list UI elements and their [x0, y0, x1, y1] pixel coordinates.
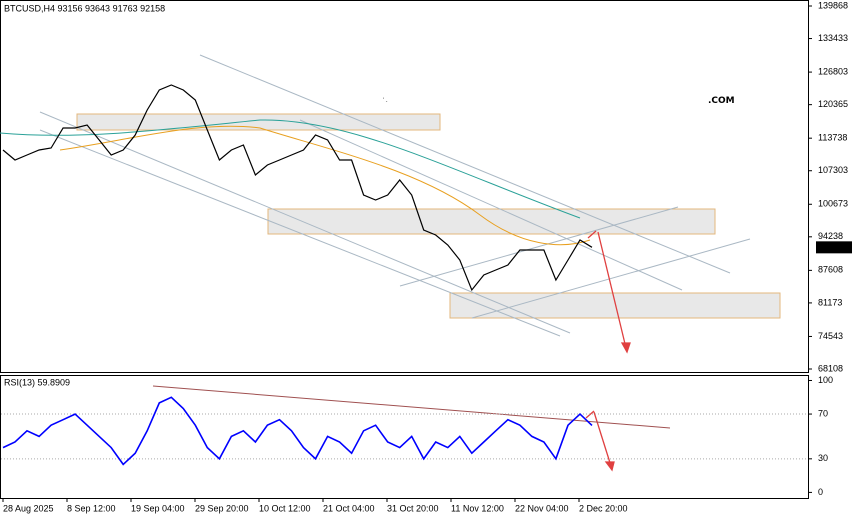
x-tick-label: 22 Nov 04:00	[515, 503, 569, 513]
x-tick-label: 19 Sep 04:00	[131, 503, 185, 513]
x-tick-label: 11 Nov 12:00	[451, 503, 504, 513]
symbol-header: BTCUSD,H4 93156 93643 91763 92158	[4, 3, 165, 13]
y-tick-label: 74543	[818, 331, 843, 341]
zone	[449, 292, 781, 319]
logo-part: BEL	[276, 96, 295, 106]
logo-part: INVESTOR	[378, 96, 429, 106]
arrow-head	[620, 342, 631, 354]
indicator-title: RSI(13) 59.8909	[4, 377, 70, 387]
moving-average	[59, 125, 591, 246]
y-tick-label: 0	[818, 487, 823, 497]
y-tick-label: 87608	[818, 265, 843, 275]
y-tick-label: 126803	[818, 66, 848, 76]
arrow-head	[604, 461, 615, 472]
y-tick-label: 139868	[818, 0, 848, 10]
x-tick-label: 31 Oct 20:00	[387, 503, 439, 513]
trend-line	[399, 206, 679, 287]
y-tick-label: 120365	[818, 99, 848, 109]
y-tick-label: 30	[818, 453, 828, 463]
x-tick-label: 10 Oct 12:00	[259, 503, 311, 513]
zones	[76, 113, 781, 319]
trend-line	[299, 119, 683, 291]
trend-line	[39, 111, 571, 334]
arrow	[587, 230, 597, 239]
rsi-trend-line	[152, 385, 671, 429]
y-tick-label: 81173	[818, 297, 842, 307]
y-tick-label: 100	[818, 375, 833, 385]
x-tick-label: 28 Aug 2025	[3, 503, 54, 513]
last-price-label: 92158	[818, 242, 843, 252]
x-tick-label: 21 Oct 04:00	[323, 503, 375, 513]
y-tick-label: 94238	[818, 231, 843, 241]
zone	[76, 113, 441, 131]
price-line	[2, 84, 593, 292]
x-tick-label: 29 Sep 20:00	[195, 503, 249, 513]
trend-line	[471, 238, 751, 319]
price-line	[2, 396, 593, 466]
logo-part: .COM	[708, 96, 735, 106]
trend-line	[199, 54, 731, 274]
y-tick-label: 113738	[818, 133, 847, 143]
last-price-box	[816, 241, 852, 254]
y-tick-label: 68108	[818, 363, 843, 373]
forecast-arrows	[585, 230, 631, 472]
y-tick-label: 133433	[818, 33, 848, 43]
x-tick-label: 2 Dec 20:00	[579, 503, 628, 513]
y-tick-label: 100673	[818, 199, 848, 209]
zone	[267, 208, 716, 235]
arrow	[593, 411, 612, 467]
y-tick-label: 107303	[818, 165, 848, 175]
rsi-panel	[0, 375, 809, 499]
moving-average	[0, 119, 581, 219]
trend-lines	[39, 54, 751, 337]
main-panel	[0, 0, 809, 373]
trend-line	[39, 129, 561, 337]
y-tick-label: 70	[818, 408, 828, 418]
arrow	[597, 231, 627, 349]
x-tick-label: 8 Sep 12:00	[67, 503, 116, 513]
